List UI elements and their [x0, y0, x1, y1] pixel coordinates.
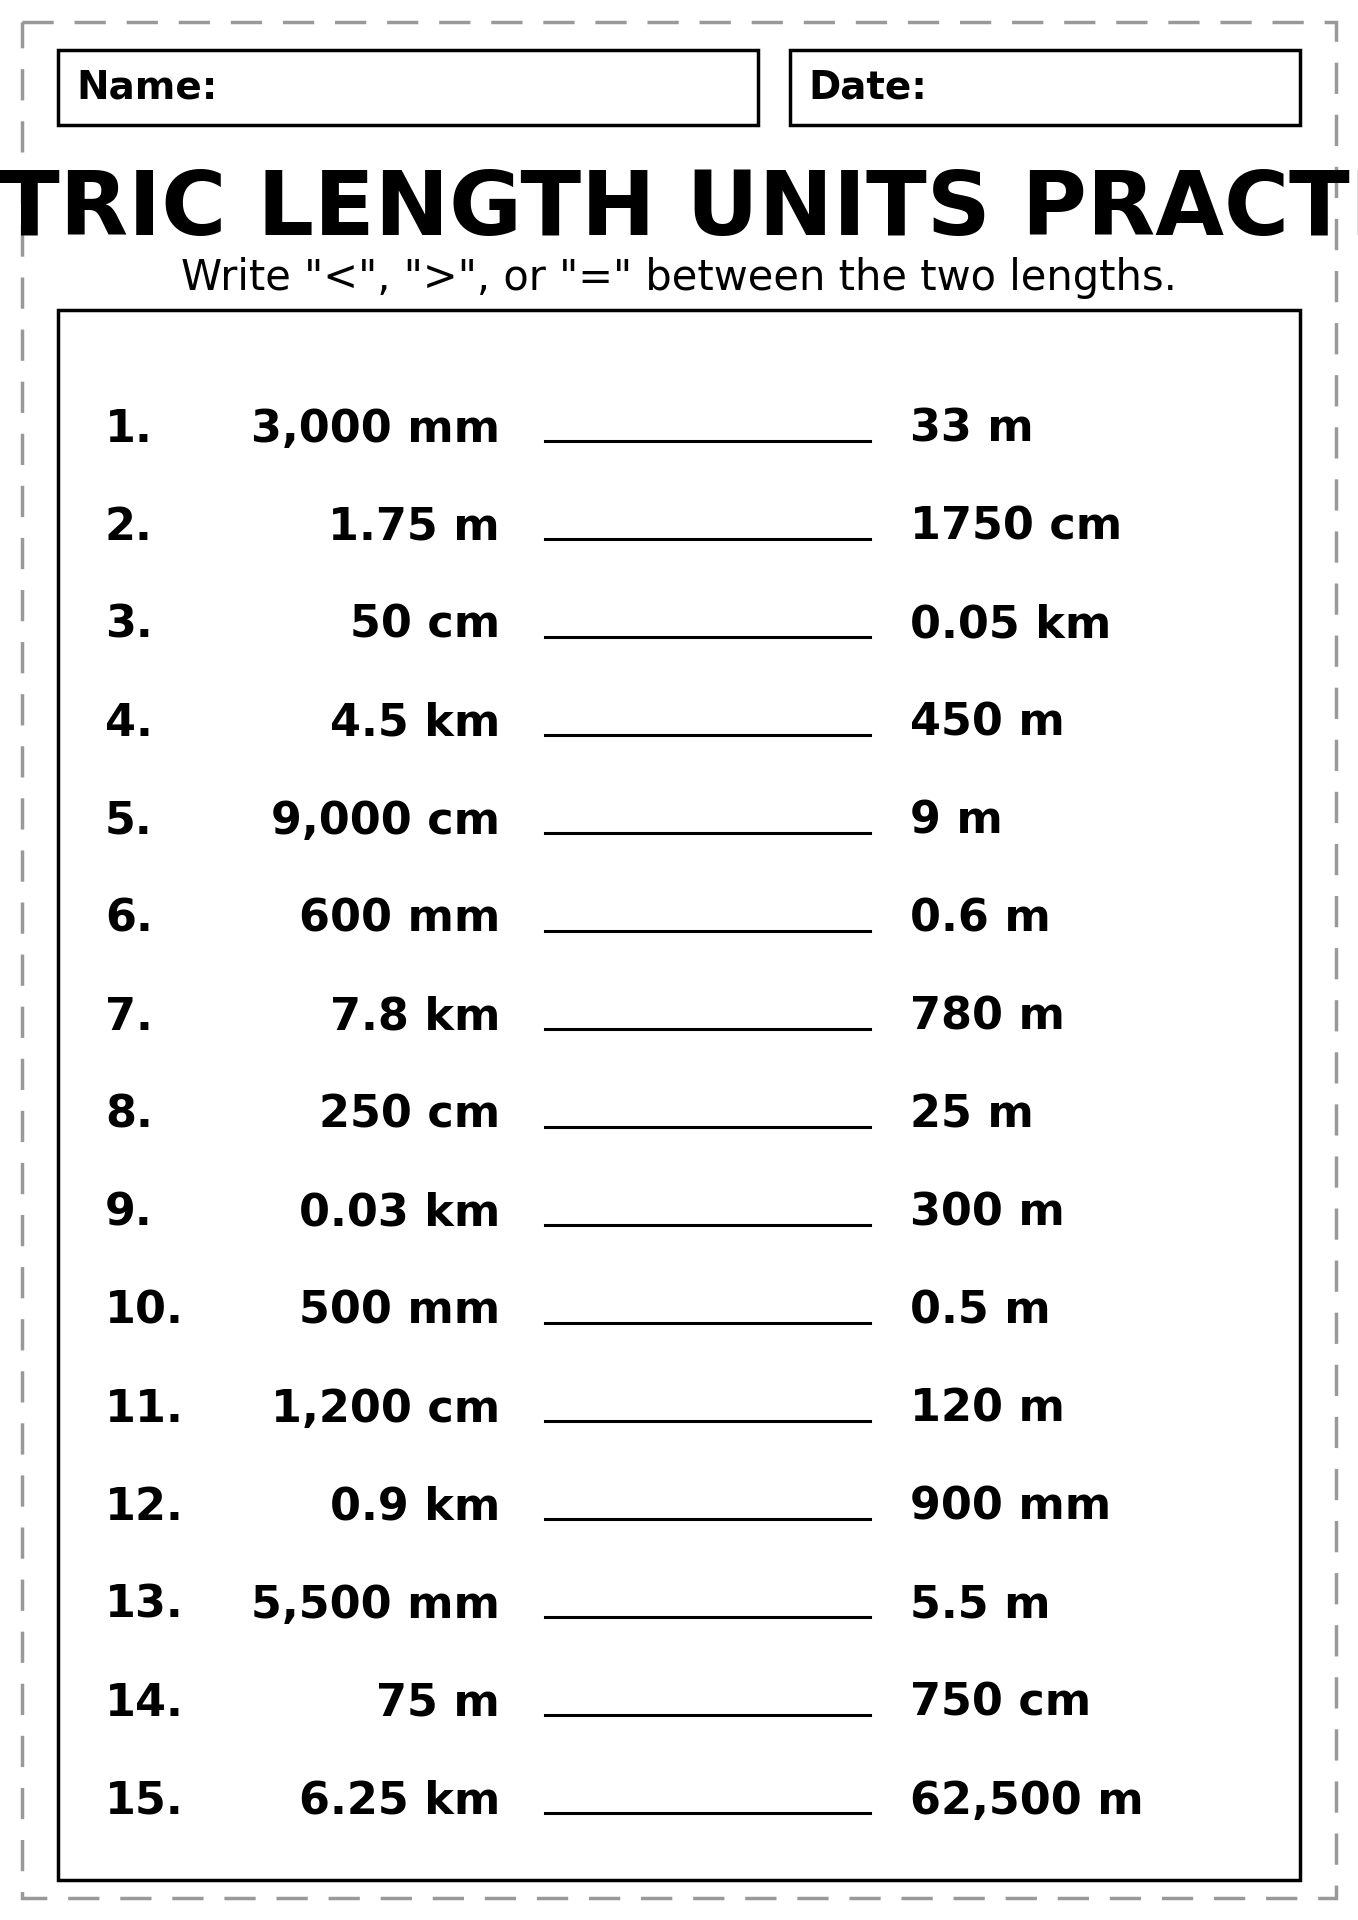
Text: METRIC LENGTH UNITS PRACTICE: METRIC LENGTH UNITS PRACTICE: [0, 167, 1358, 253]
Text: 12.: 12.: [105, 1486, 183, 1528]
Text: 9.: 9.: [105, 1192, 152, 1235]
Text: 4.5 km: 4.5 km: [330, 701, 500, 745]
FancyBboxPatch shape: [58, 309, 1300, 1880]
Text: 0.9 km: 0.9 km: [330, 1486, 500, 1528]
Text: 0.5 m: 0.5 m: [910, 1290, 1051, 1332]
Text: 25 m: 25 m: [910, 1094, 1033, 1137]
Text: 900 mm: 900 mm: [910, 1486, 1111, 1528]
Text: 500 mm: 500 mm: [299, 1290, 500, 1332]
Text: 1750 cm: 1750 cm: [910, 505, 1122, 549]
Text: 4.: 4.: [105, 701, 153, 745]
Text: 75 m: 75 m: [376, 1682, 500, 1724]
Text: Date:: Date:: [808, 69, 928, 106]
Text: 3,000 mm: 3,000 mm: [251, 407, 500, 451]
Text: 14.: 14.: [105, 1682, 183, 1724]
Text: 600 mm: 600 mm: [299, 897, 500, 941]
Text: 300 m: 300 m: [910, 1192, 1065, 1235]
Text: Write "<", ">", or "=" between the two lengths.: Write "<", ">", or "=" between the two l…: [181, 257, 1177, 300]
Text: 33 m: 33 m: [910, 407, 1033, 451]
Text: 9 m: 9 m: [910, 799, 1002, 843]
Text: 1.: 1.: [105, 407, 153, 451]
Text: 50 cm: 50 cm: [350, 603, 500, 647]
Text: 11.: 11.: [105, 1388, 183, 1430]
Text: 15.: 15.: [105, 1780, 183, 1822]
Text: 13.: 13.: [105, 1584, 183, 1626]
FancyBboxPatch shape: [790, 50, 1300, 125]
FancyBboxPatch shape: [58, 50, 758, 125]
Text: 3.: 3.: [105, 603, 152, 647]
Text: 8.: 8.: [105, 1094, 153, 1137]
Text: 7.: 7.: [105, 995, 153, 1039]
Text: 780 m: 780 m: [910, 995, 1065, 1039]
Text: 6.25 km: 6.25 km: [299, 1780, 500, 1822]
Text: 10.: 10.: [105, 1290, 183, 1332]
Text: 120 m: 120 m: [910, 1388, 1065, 1430]
Text: 750 cm: 750 cm: [910, 1682, 1090, 1724]
Text: 0.6 m: 0.6 m: [910, 897, 1051, 941]
Text: 5,500 mm: 5,500 mm: [251, 1584, 500, 1626]
Text: 7.8 km: 7.8 km: [330, 995, 500, 1039]
Text: 9,000 cm: 9,000 cm: [272, 799, 500, 843]
Text: 450 m: 450 m: [910, 701, 1065, 745]
Text: 250 cm: 250 cm: [319, 1094, 500, 1137]
Text: 6.: 6.: [105, 897, 153, 941]
Text: 0.05 km: 0.05 km: [910, 603, 1111, 647]
Text: 1.75 m: 1.75 m: [329, 505, 500, 549]
Text: 5.: 5.: [105, 799, 152, 843]
Text: 5.5 m: 5.5 m: [910, 1584, 1051, 1626]
Text: 0.03 km: 0.03 km: [299, 1192, 500, 1235]
Text: 1,200 cm: 1,200 cm: [270, 1388, 500, 1430]
Text: Name:: Name:: [76, 69, 217, 106]
Text: 62,500 m: 62,500 m: [910, 1780, 1143, 1822]
Text: 2.: 2.: [105, 505, 153, 549]
